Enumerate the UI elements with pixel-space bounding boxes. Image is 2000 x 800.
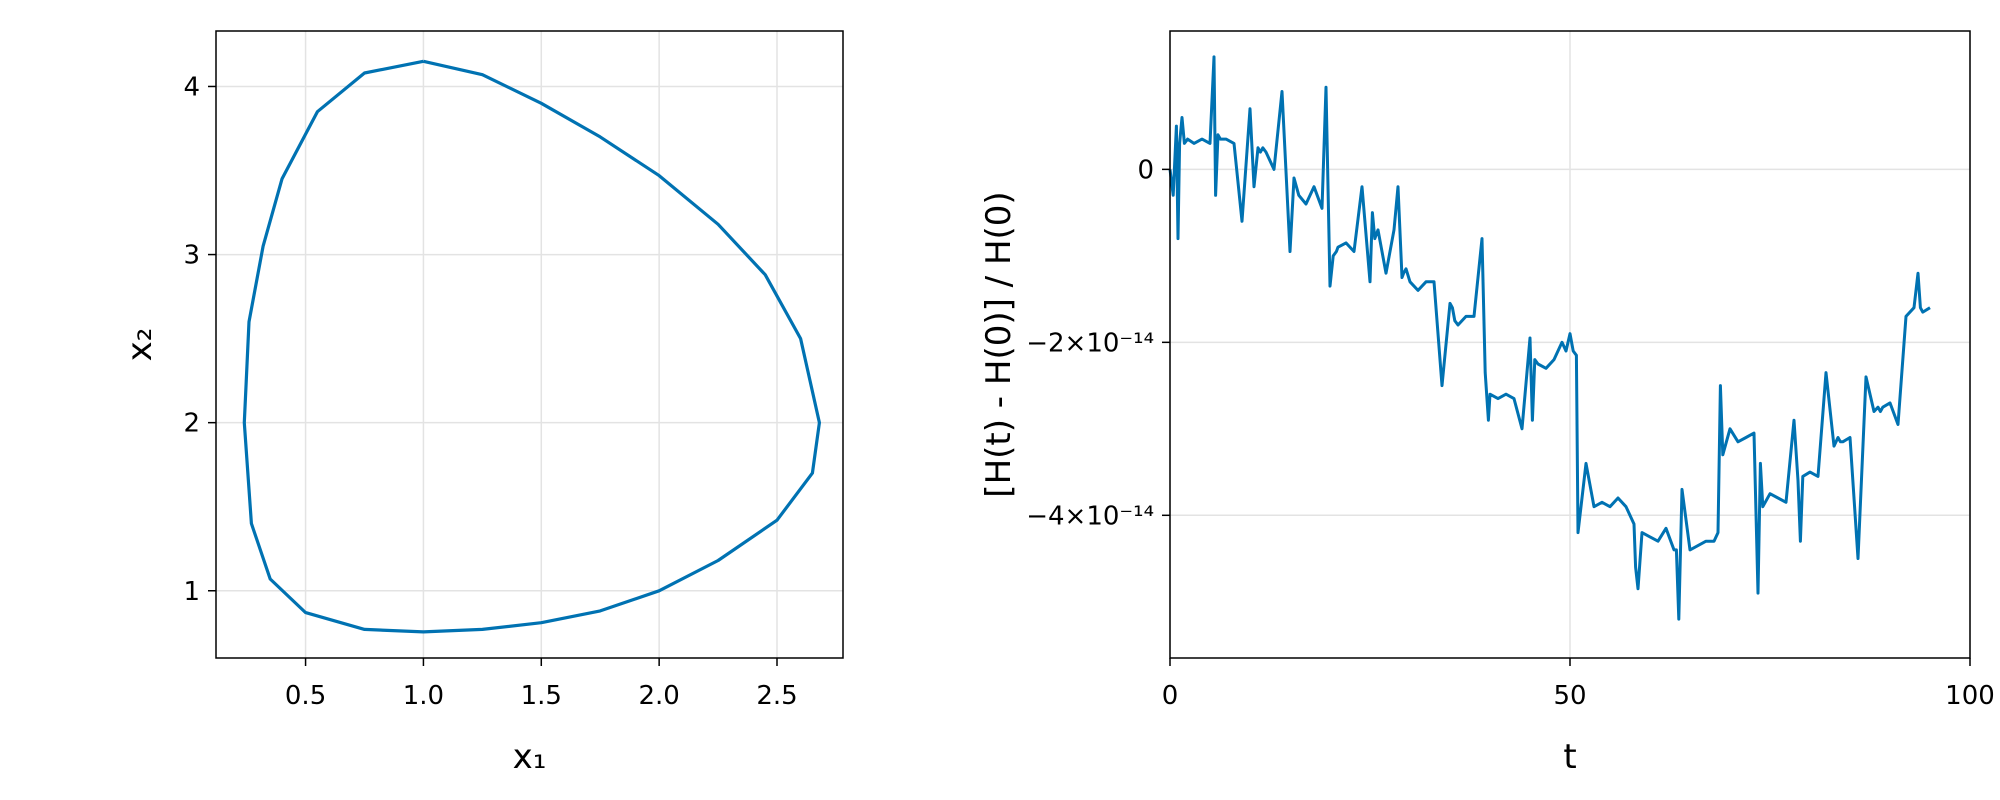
right-tick-labels: 0 50 100 0 −2×10⁻¹⁴ −4×10⁻¹⁴ xyxy=(1026,155,1995,711)
right-x-axis-label: t xyxy=(1563,737,1576,777)
phase-trajectory-line xyxy=(242,59,822,634)
left-y-axis-label: x₂ xyxy=(120,328,160,362)
right-x-tick-label: 100 xyxy=(1945,681,1995,711)
left-grid xyxy=(216,31,843,658)
right-energy-error-plot: 0 50 100 0 −2×10⁻¹⁴ −4×10⁻¹⁴ t [H(t) - H(0)] … xyxy=(979,30,1995,777)
right-y-tick-label: −2×10⁻¹⁴ xyxy=(1026,328,1154,358)
left-y-tick-label: 4 xyxy=(183,72,200,102)
left-plot-frame xyxy=(215,30,844,659)
left-y-tick-label: 1 xyxy=(183,577,200,607)
right-y-axis-label: [H(t) - H(0)] / H(0) xyxy=(979,191,1019,497)
left-x-tick-label: 1.0 xyxy=(403,681,444,711)
right-x-tick-label: 50 xyxy=(1553,681,1586,711)
right-y-tick-label: −4×10⁻¹⁴ xyxy=(1026,501,1154,531)
energy-error-line xyxy=(1168,55,1931,621)
left-tick-labels: 0.5 1.0 1.5 2.0 2.5 1 2 3 4 xyxy=(183,72,797,711)
right-y-tick-label: 0 xyxy=(1137,155,1154,185)
left-x-tick-label: 1.5 xyxy=(521,681,562,711)
left-phase-plot: 0.5 1.0 1.5 2.0 2.5 1 2 3 4 x₁ x₂ xyxy=(120,30,844,777)
left-y-tick-label: 2 xyxy=(183,409,200,439)
left-x-tick-label: 2.0 xyxy=(638,681,679,711)
left-x-tick-label: 0.5 xyxy=(285,681,326,711)
right-grid xyxy=(1169,31,1971,658)
right-x-tick-label: 0 xyxy=(1162,681,1179,711)
left-y-tick-label: 3 xyxy=(183,241,200,271)
left-x-axis-label: x₁ xyxy=(513,737,547,777)
left-x-tick-label: 2.5 xyxy=(756,681,797,711)
